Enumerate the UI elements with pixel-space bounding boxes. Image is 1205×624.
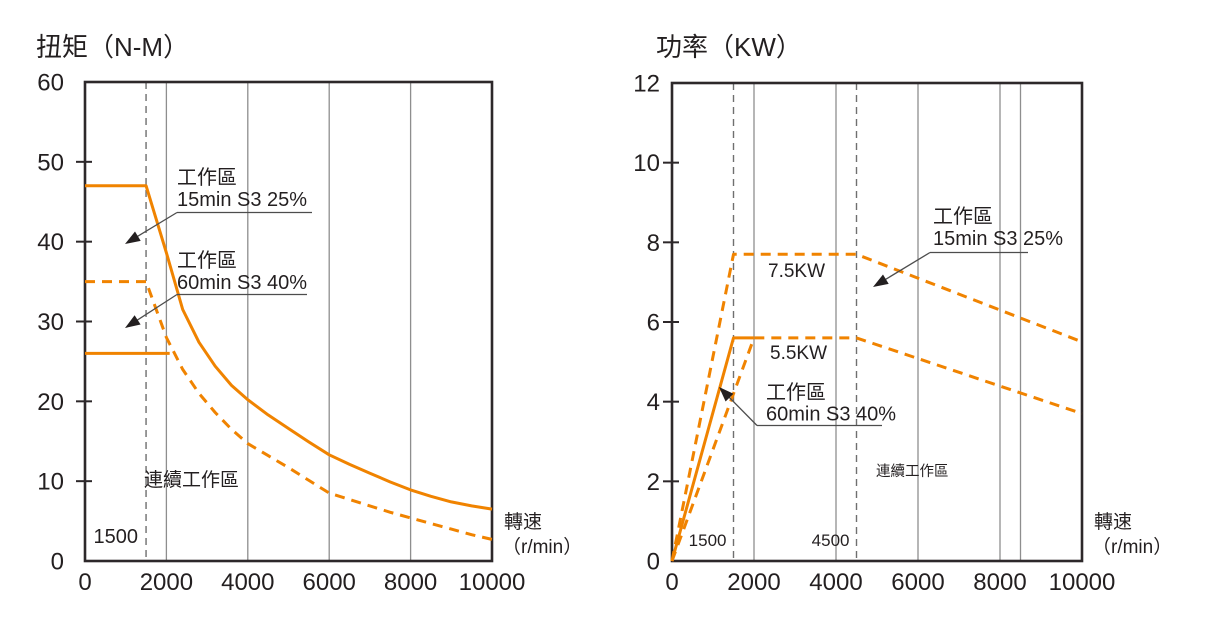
annotation-arrowhead [125, 315, 141, 328]
annotation-leader [131, 293, 178, 325]
y-tick-label-30: 30 [37, 309, 64, 336]
series-1-2-dashed [670, 336, 1083, 562]
series-0-1-dashed [85, 280, 493, 541]
y-tick-label-2: 2 [647, 469, 660, 496]
annotation-line2: 15min S3 25% [933, 228, 1063, 250]
x-axis-label-line1: 轉速 [504, 511, 542, 533]
annotation-line2: 60min S3 40% [177, 272, 307, 294]
x-axis-label-line2: （r/min） [502, 536, 582, 558]
region-label-continuous: 連續工作區 [876, 463, 949, 480]
guide-label-1500: 1500 [689, 531, 727, 550]
annotation-arrowhead [873, 274, 889, 287]
x-tick-label-8000: 8000 [973, 569, 1026, 596]
x-tick-label-0: 0 [78, 569, 91, 596]
annotation-leader [724, 392, 758, 426]
annotation-leader [879, 251, 931, 284]
x-tick-label-0: 0 [665, 569, 678, 596]
value-label-7.5KW: 7.5KW [768, 261, 825, 282]
x-tick-label-4000: 4000 [221, 569, 274, 596]
series-1-1-solid [670, 336, 754, 562]
y-tick-label-10: 10 [633, 150, 660, 177]
torque-title: 扭矩（N-M） [36, 32, 189, 62]
annotation-line1: 工作區 [177, 249, 237, 272]
guide-label-4500: 4500 [812, 531, 850, 550]
annotation-line1: 工作區 [766, 381, 826, 404]
annotation-arrowhead [125, 231, 141, 244]
y-tick-label-0: 0 [51, 549, 64, 576]
guide-label-1500: 1500 [94, 526, 139, 548]
y-tick-label-6: 6 [647, 310, 660, 337]
series-1-0-dashed [670, 252, 1083, 562]
x-axis-label-line1: 轉速 [1094, 511, 1132, 533]
annotation-leader [131, 211, 178, 241]
annotation-arrowhead [719, 387, 734, 402]
y-tick-label-4: 4 [647, 389, 660, 416]
power-title: 功率（KW） [656, 32, 802, 62]
annotation-line1: 工作區 [177, 166, 237, 189]
x-tick-label-6000: 6000 [891, 569, 944, 596]
x-tick-label-8000: 8000 [384, 569, 437, 596]
x-tick-label-10000: 10000 [459, 569, 526, 596]
x-tick-label-6000: 6000 [303, 569, 356, 596]
annotation-line2: 60min S3 40% [766, 404, 896, 426]
series-0-0-solid [85, 184, 493, 511]
y-tick-label-20: 20 [37, 389, 64, 416]
y-tick-label-10: 10 [37, 469, 64, 496]
annotation-line2: 15min S3 25% [177, 189, 307, 211]
x-tick-label-10000: 10000 [1049, 569, 1116, 596]
y-tick-label-60: 60 [37, 70, 64, 97]
region-label-continuous: 連續工作區 [144, 469, 239, 491]
x-tick-label-2000: 2000 [727, 569, 780, 596]
y-tick-label-50: 50 [37, 149, 64, 176]
y-tick-label-40: 40 [37, 229, 64, 256]
y-tick-label-12: 12 [633, 71, 660, 98]
y-tick-label-8: 8 [647, 230, 660, 257]
power-chart: 1500 4500 0 2 4 6 8 10 12 0 2000 4000 6000 8000 10000 7… [633, 32, 1172, 596]
x-axis-label-line2: （r/min） [1092, 536, 1172, 558]
annotation-line1: 工作區 [933, 205, 993, 228]
x-tick-label-2000: 2000 [140, 569, 193, 596]
value-label-5.5KW: 5.5KW [770, 343, 827, 364]
x-tick-label-4000: 4000 [809, 569, 862, 596]
y-tick-label-0: 0 [647, 549, 660, 576]
